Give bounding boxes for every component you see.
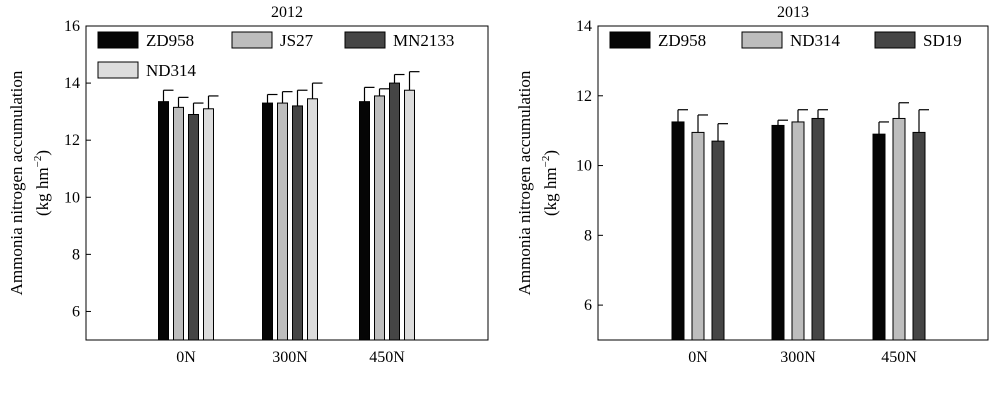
legend-label-JS27: JS27 xyxy=(280,31,314,50)
legend-swatch-ZD958 xyxy=(97,31,139,49)
bar-JS27-0N xyxy=(173,106,184,341)
y-axis-label: Ammonia nitrogen accumulation xyxy=(7,70,26,295)
x-tick-label: 300N xyxy=(780,349,816,366)
x-tick-label: 300N xyxy=(272,349,308,366)
bar-ND314-450N xyxy=(404,89,415,341)
chart-title: 2012 xyxy=(271,4,303,21)
legend-label-ZD958: ZD958 xyxy=(658,31,706,50)
legend-swatch-MN2133 xyxy=(344,31,386,49)
legend-label-ND314: ND314 xyxy=(790,31,841,50)
bar-ND314-0N xyxy=(691,131,705,341)
y-tick-label: 8 xyxy=(72,246,80,263)
y-tick-label: 12 xyxy=(64,132,80,149)
x-tick-label: 450N xyxy=(369,349,405,366)
y-tick-label: 14 xyxy=(64,75,80,92)
bar-ZD958-300N xyxy=(262,102,273,341)
y-tick-label: 6 xyxy=(584,297,592,314)
legend-swatch-SD19 xyxy=(874,31,916,49)
bar-SD19-450N xyxy=(912,131,926,341)
y-tick-label: 12 xyxy=(576,88,592,105)
bar-MN2133-300N xyxy=(292,105,303,341)
y-tick-label: 16 xyxy=(64,18,80,35)
y-axis-label: Ammonia nitrogen accumulation xyxy=(515,70,534,295)
y-tick-label: 6 xyxy=(72,303,80,320)
bar-ND314-300N xyxy=(307,98,318,341)
bar-MN2133-0N xyxy=(188,113,199,341)
bar-SD19-300N xyxy=(811,117,825,341)
y-axis-unit-close: ) xyxy=(541,150,560,156)
legend-swatch-ZD958 xyxy=(609,31,651,49)
legend-swatch-JS27 xyxy=(231,31,273,49)
chart-panel-2013: 2013 6 8 10 12 14 Ammonia nitrogen accumulatio… xyxy=(515,4,989,366)
bar-ND314-450N xyxy=(892,117,906,341)
y-tick-label: 14 xyxy=(576,18,592,35)
y-axis-unit: (kg hm−2) xyxy=(540,150,560,216)
legend-label-SD19: SD19 xyxy=(923,31,962,50)
y-axis-unit-base: (kg hm xyxy=(541,167,560,216)
y-axis-unit-close: ) xyxy=(33,150,52,156)
x-tick-label: 0N xyxy=(176,349,196,366)
bar-ZD958-300N xyxy=(771,124,785,341)
bar-JS27-300N xyxy=(277,102,288,341)
legend-label-ZD958: ZD958 xyxy=(146,31,194,50)
bar-MN2133-450N xyxy=(389,82,400,341)
y-axis-unit-base: (kg hm xyxy=(33,167,52,216)
y-tick-label: 8 xyxy=(584,227,592,244)
bar-ZD958-0N xyxy=(158,101,169,341)
y-tick-label: 10 xyxy=(64,189,80,206)
x-tick-label: 450N xyxy=(881,349,917,366)
bar-SD19-0N xyxy=(711,140,725,341)
legend-swatch-ND314 xyxy=(741,31,783,49)
bar-ND314-300N xyxy=(791,121,805,341)
bar-ZD958-450N xyxy=(872,133,886,341)
chart-title: 2013 xyxy=(777,4,809,21)
bar-ZD958-450N xyxy=(359,101,370,341)
chart-panel-2012: 2012 6 8 10 12 14 16 Ammonia nitrogen accumulat… xyxy=(7,4,489,366)
bar-JS27-450N xyxy=(374,95,385,341)
y-tick-label: 10 xyxy=(576,158,592,175)
legend-swatch-ND314 xyxy=(97,61,139,79)
bar-ZD958-0N xyxy=(671,121,685,341)
y-axis-unit-exponent: −2 xyxy=(32,156,44,168)
legend-label-MN2133: MN2133 xyxy=(393,31,454,50)
x-tick-label: 0N xyxy=(688,349,708,366)
y-axis-unit-exponent: −2 xyxy=(540,156,552,168)
y-axis-unit: (kg hm−2) xyxy=(32,150,52,216)
legend-label-ND314: ND314 xyxy=(146,61,197,80)
bar-ND314-0N xyxy=(203,108,214,341)
